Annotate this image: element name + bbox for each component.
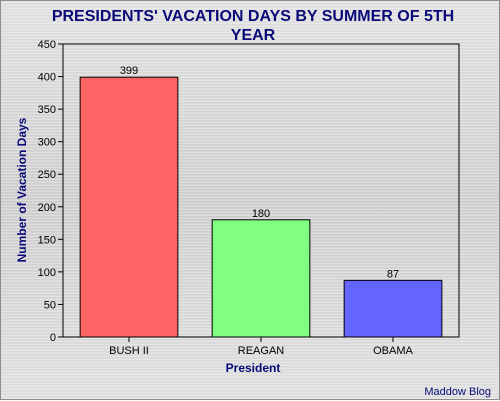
x-axis-title: President (226, 361, 281, 375)
y-tick-label: 100 (38, 267, 56, 279)
y-axis: 0 50 100 150 200 250 300 350 400 450 (38, 39, 63, 344)
y-tick-label: 200 (38, 202, 56, 214)
bar-value-label: 180 (252, 208, 270, 220)
bar (211, 219, 311, 338)
x-axis: BUSH II REAGAN OBAMA (109, 337, 414, 357)
chart-title-line-1: PRESIDENTS' VACATION DAYS BY SUMMER OF 5… (52, 8, 454, 25)
bars-group: 399 180 87 (79, 65, 443, 338)
chart-title-line-2: YEAR (231, 27, 276, 44)
y-axis-title: Number of Vacation Days (15, 117, 29, 262)
x-tick-label: REAGAN (238, 345, 285, 357)
bar-value-label: 399 (120, 65, 138, 77)
credit-label: Maddow Blog (424, 386, 491, 398)
y-tick-label: 50 (44, 299, 56, 311)
y-tick-label: 250 (38, 169, 56, 181)
x-tick-label: BUSH II (109, 345, 149, 357)
bar (79, 76, 179, 338)
y-tick-label: 300 (38, 137, 56, 149)
y-tick-label: 450 (38, 39, 56, 51)
bar-value-label: 87 (387, 268, 399, 280)
y-tick-label: 400 (38, 72, 56, 84)
bar (343, 279, 443, 338)
x-tick-label: OBAMA (373, 345, 413, 357)
y-tick-label: 150 (38, 234, 56, 246)
y-tick-label: 0 (50, 332, 56, 344)
y-tick-label: 350 (38, 104, 56, 116)
